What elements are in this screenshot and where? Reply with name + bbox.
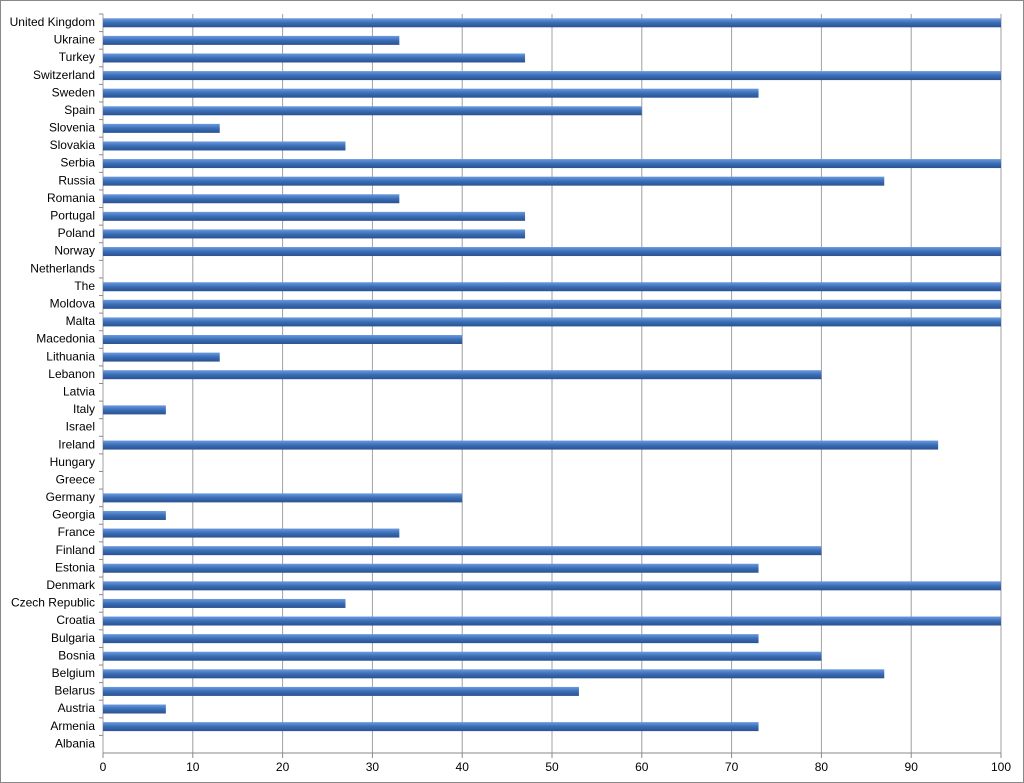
y-tick-label: Georgia [52,508,95,522]
x-tick-label: 0 [100,760,107,774]
bar [103,528,400,538]
y-tick-label: Israel [66,420,95,434]
y-tick-label: Germany [46,490,95,504]
y-tick-label: Denmark [46,578,96,592]
bar [103,18,1001,28]
y-tick-label: Romania [47,191,95,205]
bar [103,141,346,151]
y-tick-label: Malta [66,314,96,328]
y-tick-label: Portugal [50,209,95,223]
y-tick-label: Sweden [52,85,95,99]
y-tick-label: Bulgaria [51,631,95,645]
bar [103,669,885,679]
bar [103,88,759,98]
bar [103,335,463,345]
bar [103,616,1001,626]
bar [103,352,220,362]
bar [103,317,1001,327]
y-tick-label: Lithuania [46,349,95,363]
y-tick-label: Bosnia [58,648,95,662]
x-tick-label: 50 [545,760,559,774]
y-tick-label: Turkey [59,50,95,64]
y-tick-label: Russia [58,173,95,187]
bar [103,176,885,186]
x-tick-label: 90 [905,760,919,774]
bar [103,229,526,239]
bar [103,53,526,63]
y-tick-label: Estonia [55,560,95,574]
bar [103,704,166,714]
y-tick-label: Ireland [58,437,95,451]
bar [103,106,642,116]
bar [103,299,1001,309]
x-tick-label: 30 [366,760,380,774]
bar [103,686,579,696]
bar [103,194,400,204]
bar [103,546,822,556]
bar [103,123,220,133]
bar [103,493,463,503]
y-tick-label: Norway [54,244,95,258]
y-tick-label: Moldova [50,296,96,310]
bar [103,370,822,380]
y-tick-label: Latvia [63,384,95,398]
y-tick-label: France [58,525,96,539]
x-tick-label: 10 [186,760,200,774]
x-tick-label: 70 [725,760,739,774]
bar [103,247,1001,257]
bar [103,405,166,415]
x-tick-label: 20 [276,760,290,774]
y-tick-label: Switzerland [33,68,95,82]
x-tick-label: 80 [815,760,829,774]
y-tick-label: Italy [73,402,95,416]
bar [103,651,822,661]
bar [103,35,400,45]
y-tick-label: Hungary [50,455,95,469]
y-tick-label: Belgium [52,666,95,680]
y-tick-label: Poland [58,226,95,240]
y-tick-label: Spain [64,103,95,117]
bar [103,211,526,221]
bar [103,581,1001,591]
bar [103,563,759,573]
y-tick-label: Lebanon [48,367,95,381]
x-tick-label: 40 [456,760,470,774]
y-tick-label: Czech Republic [11,596,95,610]
y-tick-label: The [74,279,95,293]
bar [103,510,166,520]
y-tick-label: Ukraine [54,33,96,47]
y-tick-label: Netherlands [30,261,95,275]
bar [103,598,346,608]
y-tick-label: Albania [55,736,95,750]
bar [103,634,759,644]
bar [103,722,759,732]
y-tick-label: Slovenia [49,121,95,135]
bar [103,282,1001,292]
y-tick-label: Belarus [54,684,95,698]
y-tick-label: Macedonia [36,332,95,346]
x-tick-label: 100 [991,760,1011,774]
y-tick-label: Greece [56,472,96,486]
y-tick-label: Slovakia [50,138,96,152]
y-tick-label: Armenia [50,719,95,733]
y-tick-label: United Kingdom [10,15,95,29]
bar [103,159,1001,169]
y-tick-label: Finland [56,543,95,557]
y-tick-label: Croatia [56,613,95,627]
bar [103,440,939,450]
bar [103,71,1001,81]
y-tick-label: Austria [58,701,96,715]
y-tick-label: Serbia [60,156,95,170]
x-tick-label: 60 [635,760,649,774]
